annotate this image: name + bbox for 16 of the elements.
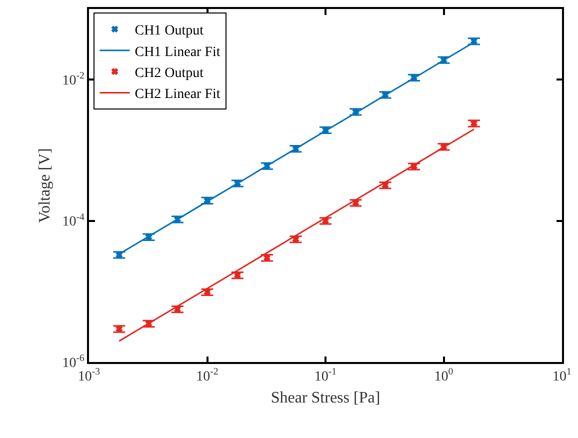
y-tick-label: 10$^{-4}$	[62, 212, 85, 230]
x-tick-label: 10$^{1}$	[552, 366, 572, 385]
legend-label: CH1 Linear Fit	[134, 44, 220, 60]
legend-label: CH2 Linear Fit	[134, 87, 220, 102]
point	[470, 120, 478, 127]
y-tick-label: 10$^{-2}$	[62, 70, 85, 88]
x-tick-label: 10$^{-1}$	[314, 366, 337, 385]
legend-label: CH2 Output	[134, 66, 204, 81]
point	[116, 326, 123, 332]
point	[116, 251, 123, 258]
x-axis-title: Shear Stress [Pa]	[270, 390, 380, 407]
point	[204, 288, 211, 296]
x-tick-label: 10$^{0}$	[434, 366, 454, 385]
y-axis-title: Voltage [V]	[36, 148, 54, 223]
legend-label: CH1 Output	[134, 24, 204, 39]
x-tick-label: 10$^{-2}$	[196, 366, 218, 385]
